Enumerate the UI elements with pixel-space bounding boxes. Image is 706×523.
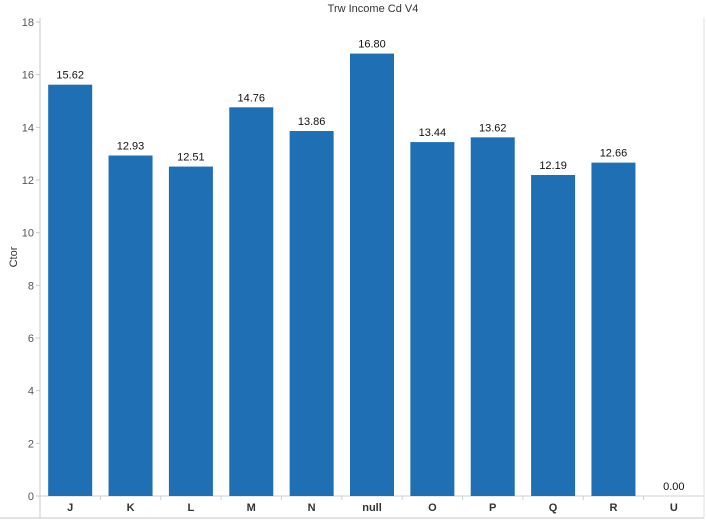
bar bbox=[591, 162, 636, 496]
bar bbox=[470, 137, 515, 496]
x-category-label: L bbox=[188, 502, 195, 514]
bar bbox=[289, 131, 334, 496]
data-label: 13.44 bbox=[419, 127, 447, 139]
x-category-label: U bbox=[670, 502, 678, 514]
x-category-label: J bbox=[67, 502, 73, 514]
plot-area: 0 2 4 6 8 10 12 14 16 18 15.62 J 12.93 K 12.51 L 14.76 M 1… bbox=[0, 17, 705, 519]
bar bbox=[108, 155, 153, 496]
bar bbox=[229, 107, 274, 496]
data-label: 15.62 bbox=[56, 70, 84, 82]
x-category-label: O bbox=[428, 502, 437, 514]
y-tick-label: 12 bbox=[22, 175, 34, 187]
x-category-label: K bbox=[127, 502, 135, 514]
data-label: 13.62 bbox=[479, 122, 507, 134]
y-tick-label: 18 bbox=[22, 17, 34, 29]
x-category-label: Q bbox=[549, 502, 558, 514]
x-category-label: R bbox=[609, 502, 617, 514]
data-label: 16.80 bbox=[358, 39, 386, 51]
bar bbox=[531, 174, 576, 496]
x-category-label: null bbox=[362, 502, 382, 514]
bar bbox=[350, 53, 394, 496]
chart-title: Trw Income Cd V4 bbox=[328, 3, 419, 15]
y-axis-title: Ctor bbox=[8, 246, 20, 267]
data-label: 14.76 bbox=[238, 92, 266, 104]
data-label: 13.86 bbox=[298, 116, 326, 128]
data-label: 12.66 bbox=[600, 148, 628, 160]
y-tick-label: 0 bbox=[28, 491, 34, 503]
y-tick-label: 6 bbox=[28, 333, 34, 345]
x-category-label: N bbox=[308, 502, 316, 514]
x-category-label: M bbox=[247, 502, 256, 514]
bar bbox=[168, 166, 213, 496]
data-label: 12.93 bbox=[117, 141, 145, 153]
data-label: 0.00 bbox=[663, 481, 684, 493]
x-category-label: P bbox=[489, 502, 496, 514]
data-label: 12.19 bbox=[539, 160, 567, 172]
y-tick-label: 8 bbox=[28, 280, 34, 292]
bar bbox=[410, 142, 455, 496]
y-tick-label: 2 bbox=[28, 438, 34, 450]
y-tick-label: 16 bbox=[22, 70, 34, 82]
y-tick-label: 10 bbox=[22, 228, 34, 240]
data-label: 12.51 bbox=[177, 152, 205, 164]
bar bbox=[48, 84, 93, 496]
y-tick-label: 14 bbox=[22, 122, 34, 134]
y-tick-label: 4 bbox=[28, 386, 34, 398]
